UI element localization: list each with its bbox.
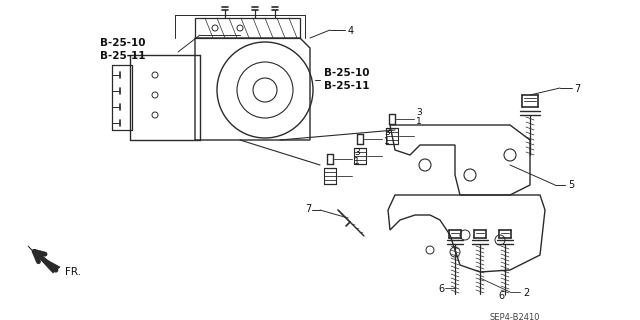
Text: 6: 6 [438, 284, 444, 294]
Text: 1: 1 [384, 137, 390, 146]
Polygon shape [28, 246, 60, 273]
Text: 3: 3 [384, 128, 390, 137]
Text: 6: 6 [498, 291, 504, 301]
Text: SEP4-B2410: SEP4-B2410 [490, 313, 541, 320]
Text: B-25-10: B-25-10 [324, 68, 369, 78]
Text: 2: 2 [523, 288, 529, 298]
Text: B-25-10: B-25-10 [100, 38, 145, 48]
Text: FR.: FR. [65, 267, 81, 277]
Text: 7: 7 [574, 84, 580, 94]
Text: B-25-11: B-25-11 [100, 51, 145, 61]
Text: 3: 3 [416, 108, 422, 117]
Text: B-25-11: B-25-11 [324, 81, 369, 91]
Text: 4: 4 [348, 26, 354, 36]
Text: 1: 1 [416, 117, 422, 126]
Text: 7: 7 [305, 204, 311, 214]
Text: 5: 5 [568, 180, 574, 190]
Text: 1: 1 [354, 157, 360, 166]
Text: 3: 3 [354, 148, 360, 157]
